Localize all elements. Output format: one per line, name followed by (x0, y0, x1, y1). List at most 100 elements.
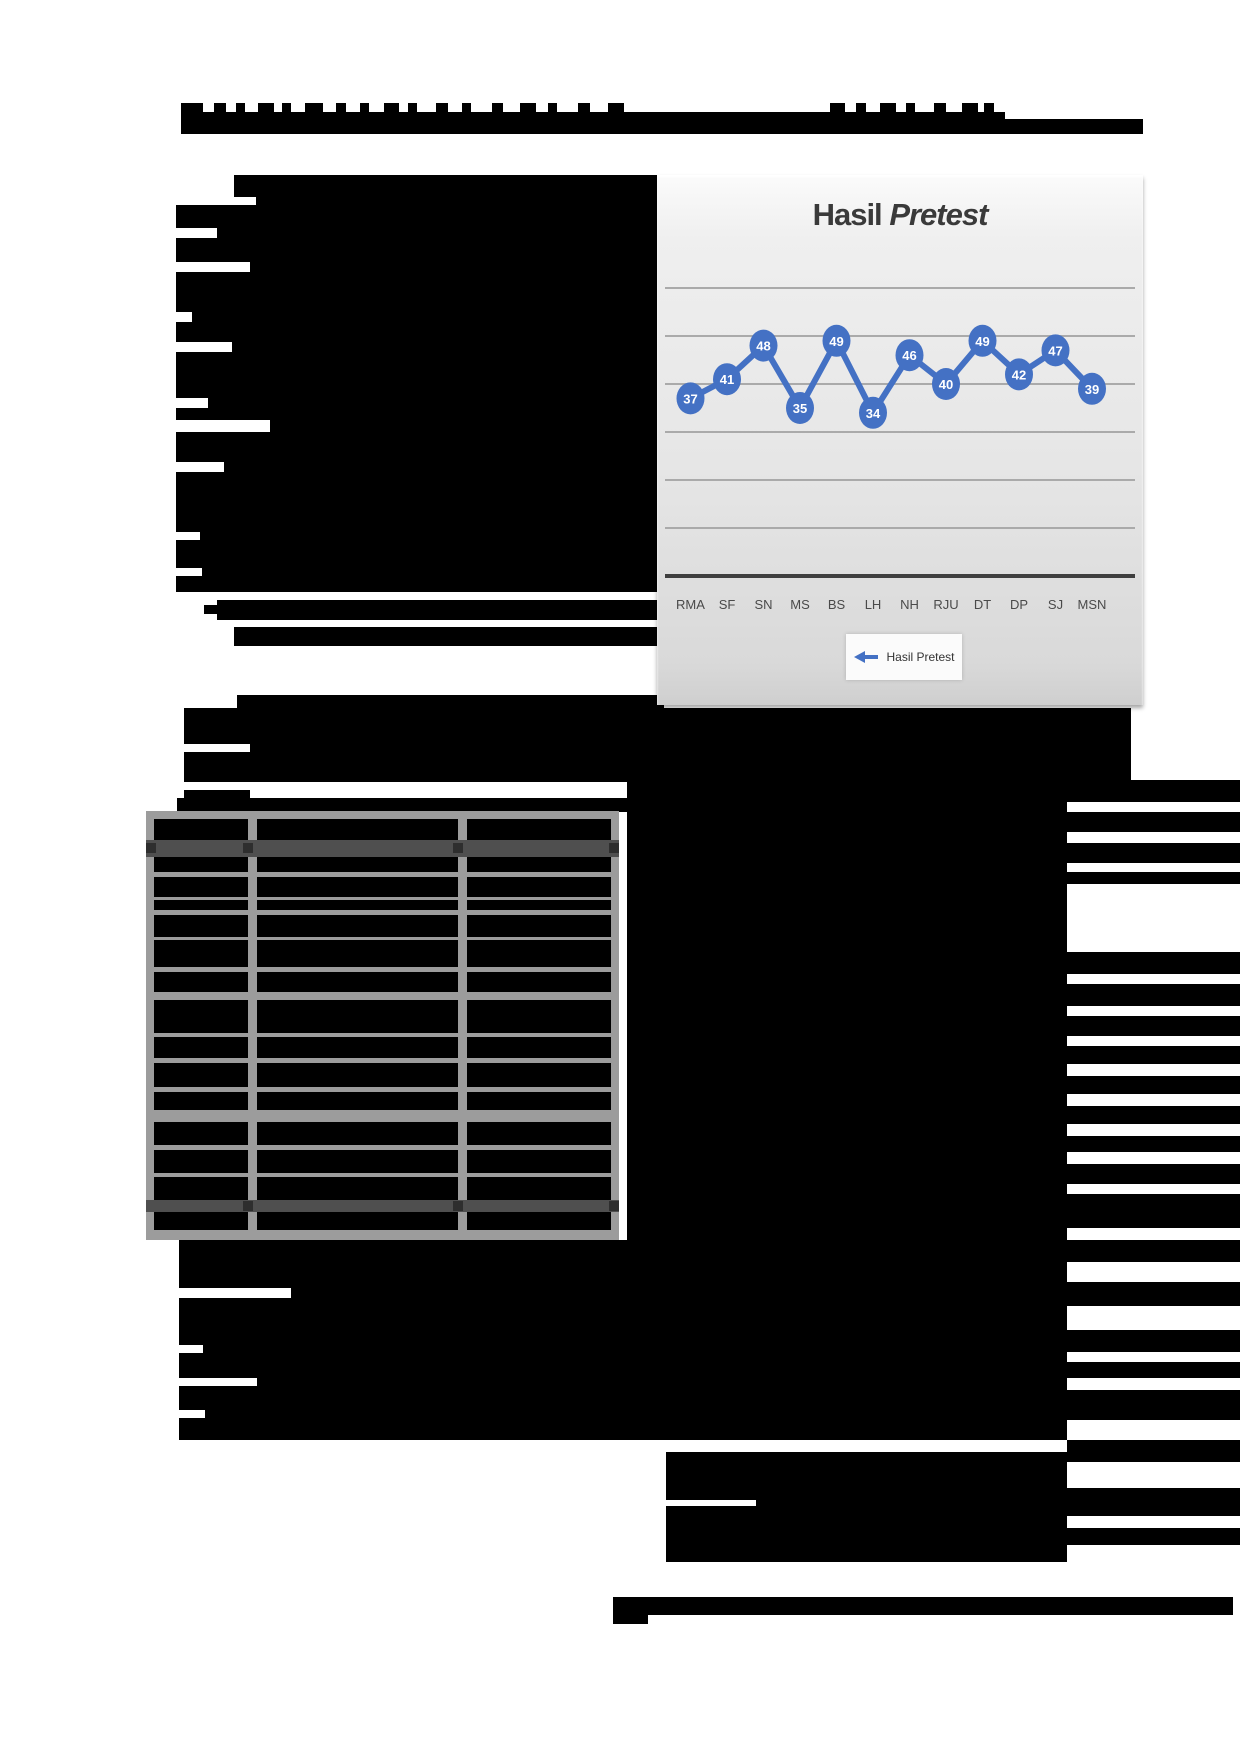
table-redacted-cell (154, 1000, 248, 1033)
data-point-label-MSN: 39 (1085, 382, 1099, 397)
redacted-heading-bump (984, 103, 994, 112)
x-axis-label-BS: BS (828, 597, 846, 612)
table-highlight-band-bottom (146, 1200, 619, 1212)
table-redacted-cell (467, 1177, 611, 1200)
paragraph-line-gap (176, 197, 256, 205)
selection-handle (609, 843, 619, 853)
paragraph-line-gap (176, 175, 234, 197)
table-redacted-cell (467, 972, 611, 992)
table-redacted-cell (467, 1212, 611, 1230)
x-axis-label-RJU: RJU (933, 597, 958, 612)
paragraph-line-gap (666, 1500, 756, 1506)
data-point-label-MS: 35 (793, 401, 807, 416)
x-axis-label-RMA: RMA (676, 597, 705, 612)
table-redacted-cell (154, 819, 248, 840)
table-redacted-cell (467, 819, 611, 840)
redacted-heading-bump (462, 103, 471, 112)
table-redacted-cell (257, 1150, 458, 1173)
legend-line-marker-icon (854, 651, 879, 663)
redacted-text-line (177, 798, 627, 812)
data-point-label-DT: 49 (975, 334, 989, 349)
data-point-label-RMA: 37 (683, 391, 697, 406)
legend-label: Hasil Pretest (886, 650, 955, 664)
data-point-marker-DP (1005, 358, 1033, 391)
redacted-text-line (1067, 1282, 1240, 1306)
redacted-heading-bump (436, 103, 448, 112)
redacted-heading-bump (492, 103, 503, 112)
paragraph-line-gap (176, 532, 200, 540)
data-point-marker-NH (895, 339, 924, 372)
redacted-heading-bump (360, 103, 369, 112)
table-redacted-cell (154, 1037, 248, 1058)
redacted-heading-line (1005, 119, 1143, 134)
table-redacted-cell (257, 1122, 458, 1145)
data-point-label-RJU: 40 (939, 377, 953, 392)
data-point-marker-MS (786, 392, 814, 424)
redacted-heading-bump (830, 103, 845, 112)
data-point-marker-RMA (676, 382, 705, 415)
redacted-heading-bump (906, 103, 915, 112)
chart-title-main: Hasil (812, 197, 883, 232)
table-redacted-cell (467, 1092, 611, 1110)
redacted-bullet-dash (204, 605, 217, 614)
table-highlight-band-top (146, 840, 619, 857)
redacted-paragraph (237, 695, 664, 708)
redacted-paragraph (176, 175, 660, 592)
table-redacted-cell (467, 857, 611, 872)
redacted-paragraph (666, 1452, 1067, 1562)
redacted-heading-bump (236, 103, 245, 112)
table-redacted-cell (467, 915, 611, 937)
table-redacted-cell (154, 900, 248, 910)
redacted-text-line (1067, 1362, 1240, 1378)
table-redacted-cell (154, 877, 248, 897)
x-axis-label-SF: SF (719, 597, 736, 612)
redacted-text-line (217, 600, 660, 620)
paragraph-line-gap (176, 398, 208, 408)
redacted-heading-bump (608, 103, 624, 112)
selection-handle (243, 843, 253, 853)
table-redacted-cell (257, 915, 458, 937)
redacted-text-line (1067, 1164, 1240, 1184)
x-axis-line (665, 574, 1135, 578)
table-redacted-cell (154, 1177, 248, 1200)
x-axis-label-NH: NH (900, 597, 919, 612)
redacted-heading-bump (856, 103, 866, 112)
data-point-label-SN: 48 (756, 339, 770, 354)
selection-handle (146, 843, 156, 853)
x-axis-label-MSN: MSN (1078, 597, 1107, 612)
x-axis-label-LH: LH (865, 597, 882, 612)
redacted-heading-line (181, 112, 1005, 134)
redacted-text-line (1067, 1076, 1240, 1094)
redacted-heading-bump (305, 103, 323, 112)
redacted-text-line (1067, 1390, 1240, 1420)
redacted-heading-bump (408, 103, 417, 112)
x-axis-label-DP: DP (1010, 597, 1028, 612)
redacted-text-line (1067, 1488, 1240, 1516)
redacted-text-line (1067, 1016, 1240, 1036)
paragraph-line-gap (176, 312, 192, 322)
data-point-marker-BS (822, 324, 851, 357)
data-point-label-BS: 49 (829, 334, 843, 349)
redacted-text-line (613, 1615, 648, 1624)
selection-handle (453, 1201, 463, 1211)
table-redacted-cell (257, 940, 458, 967)
redacted-paragraph (184, 708, 1131, 782)
table-redacted-cell (467, 900, 611, 910)
table-redacted-cell (467, 1150, 611, 1173)
table-cells-layer (146, 811, 619, 1240)
table-redacted-cell (257, 1177, 458, 1200)
table-redacted-cell (257, 819, 458, 840)
x-axis-label-DT: DT (974, 597, 991, 612)
table-redacted-cell (154, 972, 248, 992)
data-point-label-SF: 41 (720, 372, 734, 387)
pretest-line-chart: Hasil Pretest 37 RMA 41 SF 48 SN 35 MS 49 BS 34 LH 4… (657, 175, 1143, 705)
selection-handle (609, 1201, 619, 1211)
table-redacted-cell (257, 900, 458, 910)
data-point-marker-SN (749, 329, 778, 362)
redacted-heading-bump (258, 103, 274, 112)
data-point-marker-MSN (1078, 372, 1106, 405)
chart-legend: Hasil Pretest (846, 634, 962, 680)
table-redacted-cell (467, 1122, 611, 1145)
paragraph-line-gap (179, 1410, 205, 1418)
